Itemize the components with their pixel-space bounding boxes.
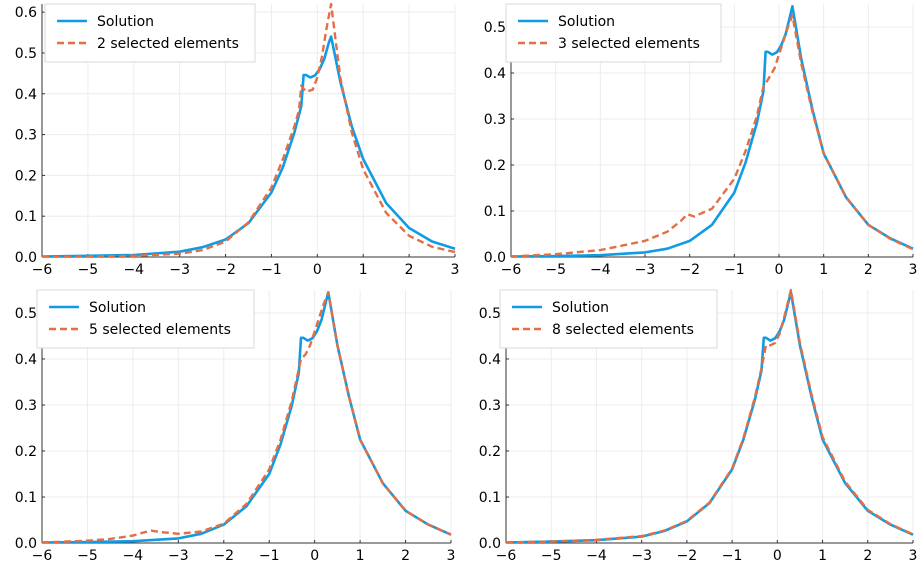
approximation-series-line <box>506 288 914 543</box>
x-tick-label: 0 <box>773 548 782 564</box>
x-tick-label: −2 <box>213 548 234 564</box>
x-tick-label: −5 <box>541 548 562 564</box>
x-tick-label: 1 <box>356 548 365 564</box>
legend-box <box>36 289 255 349</box>
legend-box <box>499 289 718 349</box>
x-tick-label: 3 <box>447 548 456 564</box>
legend: Solution 3 selected elements <box>505 3 722 63</box>
x-tick-label: −1 <box>724 262 745 278</box>
y-tick-label: 0.3 <box>15 128 37 144</box>
x-tick-label: 2 <box>405 262 414 278</box>
x-tick-label: −2 <box>215 262 236 278</box>
x-tick-label: 2 <box>863 548 872 564</box>
y-tick-label: 0.4 <box>479 352 501 368</box>
legend-box <box>505 3 722 63</box>
x-tick-label: −4 <box>123 262 144 278</box>
y-tick-label: 0.0 <box>15 250 37 266</box>
y-tick-label: 0.2 <box>15 444 37 460</box>
chart-panel-3: −6 −5 −4 −3 −2 −1 0 1 2 30.00.10.20.30.40.5 Soluti… <box>15 289 456 564</box>
legend-label: Solution <box>97 14 154 30</box>
solution-series-line <box>42 35 456 257</box>
x-tick-label: −2 <box>677 548 698 564</box>
x-tick-label: −1 <box>259 548 280 564</box>
x-tick-label: −3 <box>168 548 189 564</box>
y-tick-label: 0.2 <box>484 158 506 174</box>
x-tick-label: −6 <box>32 262 53 278</box>
x-tick-label: −2 <box>679 262 700 278</box>
legend-label: 2 selected elements <box>97 36 239 52</box>
x-tick-label: 0 <box>313 262 322 278</box>
legend-box <box>44 3 256 63</box>
y-tick-label: 0.0 <box>484 250 506 266</box>
y-tick-label: 0.5 <box>479 306 501 322</box>
x-tick-label: 3 <box>909 262 918 278</box>
approximation-series-line <box>42 2 456 257</box>
x-tick-label: −1 <box>722 548 743 564</box>
legend-label: Solution <box>552 300 609 316</box>
x-tick-label: −5 <box>545 262 566 278</box>
y-tick-label: 0.1 <box>484 204 506 220</box>
x-tick-label: −4 <box>590 262 611 278</box>
y-tick-label: 0.1 <box>15 490 37 506</box>
x-tick-label: −3 <box>631 548 652 564</box>
x-tick-label: −1 <box>261 262 282 278</box>
x-tick-label: −4 <box>586 548 607 564</box>
x-tick-label: 2 <box>401 548 410 564</box>
x-tick-label: −6 <box>32 548 53 564</box>
y-tick-label: 0.1 <box>15 209 37 225</box>
x-tick-label: −5 <box>77 548 98 564</box>
x-tick-label: −3 <box>635 262 656 278</box>
x-tick-label: 1 <box>359 262 368 278</box>
solution-series-line <box>506 290 914 543</box>
chart-panel-4: −6 −5 −4 −3 −2 −1 0 1 2 30.00.10.20.30.40.5 Soluti… <box>479 288 918 564</box>
y-tick-label: 0.5 <box>15 46 37 62</box>
y-tick-label: 0.2 <box>479 444 501 460</box>
y-tick-label: 0.6 <box>15 5 37 21</box>
y-tick-label: 0.4 <box>15 352 37 368</box>
legend-label: 5 selected elements <box>89 322 231 338</box>
y-tick-label: 0.3 <box>484 112 506 128</box>
y-tick-label: 0.4 <box>15 87 37 103</box>
x-tick-label: 3 <box>451 262 460 278</box>
solution-series-line <box>511 5 914 257</box>
legend-label: 3 selected elements <box>558 36 700 52</box>
y-tick-label: 0.2 <box>15 168 37 184</box>
chart-panel-2: −6 −5 −4 −3 −2 −1 0 1 2 30.00.10.20.30.40.5 Soluti… <box>484 3 918 278</box>
legend: Solution 2 selected elements <box>44 3 256 63</box>
x-tick-label: −5 <box>78 262 99 278</box>
x-tick-label: 3 <box>909 548 918 564</box>
y-tick-label: 0.4 <box>484 66 506 82</box>
x-tick-label: −3 <box>169 262 190 278</box>
x-tick-label: −6 <box>496 548 517 564</box>
y-tick-label: 0.0 <box>15 536 37 552</box>
x-tick-label: 0 <box>310 548 319 564</box>
x-tick-label: 0 <box>775 262 784 278</box>
x-tick-label: 1 <box>819 262 828 278</box>
legend-label: Solution <box>89 300 146 316</box>
legend-label: 8 selected elements <box>552 322 694 338</box>
x-tick-label: −4 <box>123 548 144 564</box>
y-tick-label: 0.3 <box>479 398 501 414</box>
legend: Solution 5 selected elements <box>36 289 255 349</box>
y-tick-label: 0.5 <box>15 306 37 322</box>
x-tick-label: 2 <box>864 262 873 278</box>
chart-panel-1: −6 −5 −4 −3 −2 −1 0 1 2 3 0.0 0.1 0.2 0.3 0.4 0.5 0.6 Sol… <box>15 2 460 278</box>
y-tick-label: 0.5 <box>484 20 506 36</box>
x-tick-label: 1 <box>818 548 827 564</box>
x-tick-label: −6 <box>501 262 522 278</box>
legend-label: Solution <box>558 14 615 30</box>
y-tick-label: 0.1 <box>479 490 501 506</box>
y-tick-label: 0.0 <box>479 536 501 552</box>
y-tick-label: 0.3 <box>15 398 37 414</box>
approximation-series-line <box>42 291 452 543</box>
legend: Solution 8 selected elements <box>499 289 718 349</box>
